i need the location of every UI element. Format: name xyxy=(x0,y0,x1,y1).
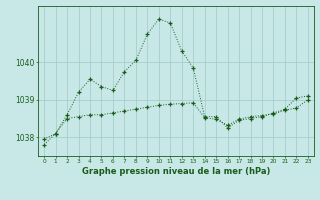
X-axis label: Graphe pression niveau de la mer (hPa): Graphe pression niveau de la mer (hPa) xyxy=(82,167,270,176)
